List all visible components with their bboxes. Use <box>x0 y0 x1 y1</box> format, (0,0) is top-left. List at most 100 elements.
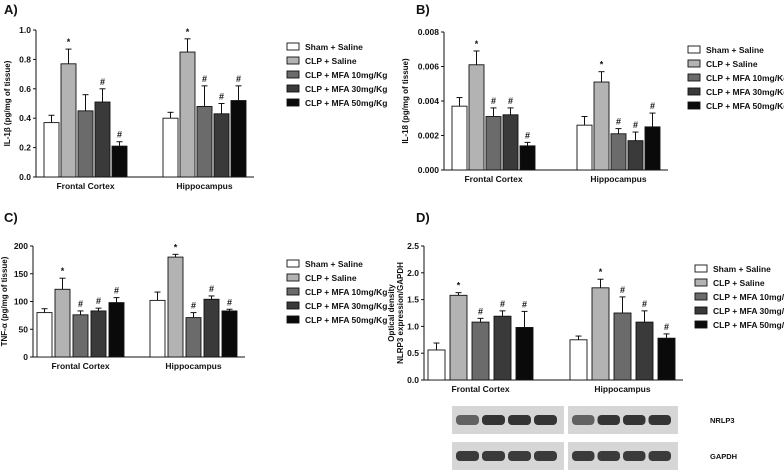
bar <box>644 126 661 171</box>
bar <box>493 315 512 381</box>
legend-label: Sham + Saline <box>305 259 363 269</box>
legend-label: Sham + Saline <box>713 264 771 274</box>
y-tick-label: 150 <box>14 269 28 279</box>
y-tick-label: 1.5 <box>407 295 419 305</box>
significance-mark: # <box>96 296 101 306</box>
blot-band <box>456 415 479 425</box>
legend-swatch <box>687 101 701 110</box>
bar <box>149 299 166 358</box>
bar <box>613 312 632 381</box>
significance-mark: # <box>491 96 496 106</box>
blot-band <box>482 451 505 461</box>
significance-mark: # <box>508 96 513 106</box>
significance-mark: # <box>500 299 505 309</box>
bar <box>635 321 654 381</box>
bar <box>203 298 220 358</box>
significance-mark: # <box>100 77 105 87</box>
legend-label: CLP + MFA 30mg/Kg <box>706 87 784 97</box>
category-label: Hippocampus <box>176 181 232 191</box>
western-blot: NRLP3 GAPDH <box>452 406 737 470</box>
legend-swatch <box>286 98 300 107</box>
significance-mark: # <box>620 285 625 295</box>
legend-swatch <box>286 301 300 310</box>
legend-swatch <box>687 45 701 54</box>
significance-mark: # <box>219 92 224 102</box>
chart-panel-2: B) 0.000 0.002 0.004 0.006 0.008 IL-18 (pg/mg … <box>401 2 784 184</box>
bar <box>593 81 610 171</box>
y-tick-label: 0.002 <box>418 131 440 141</box>
bar <box>627 140 644 171</box>
y-tick-label: 0.5 <box>407 348 419 358</box>
y-tick-label: 100 <box>14 297 28 307</box>
bar <box>230 100 247 178</box>
significance-mark: # <box>209 284 214 294</box>
bar <box>111 145 128 178</box>
bar <box>54 288 71 358</box>
y-tick-label: 0.006 <box>418 62 440 72</box>
blot-band <box>623 451 646 461</box>
y-tick-label: 0.8 <box>19 54 31 64</box>
bar <box>576 124 593 171</box>
significance-mark: # <box>117 130 122 140</box>
significance-mark: # <box>525 130 530 140</box>
blot-band <box>623 415 646 425</box>
blot-label: NRLP3 <box>710 416 735 425</box>
legend-swatch <box>286 273 300 282</box>
legend-swatch <box>286 42 300 51</box>
y-tick-label: 0.4 <box>19 113 31 123</box>
legend-label: Sham + Saline <box>305 42 363 52</box>
significance-mark: # <box>236 74 241 84</box>
legend-label: CLP + Saline <box>305 56 357 66</box>
legend-swatch <box>694 264 708 273</box>
y-tick-label: 0 <box>23 352 28 362</box>
bar <box>162 117 179 178</box>
blot-band <box>597 451 620 461</box>
legend-swatch <box>687 59 701 68</box>
bar <box>94 101 111 178</box>
significance-mark: * <box>174 242 178 252</box>
panel-letter: C) <box>4 210 18 225</box>
bar <box>451 105 468 171</box>
bar <box>167 256 184 358</box>
category-label: Frontal Cortex <box>464 174 522 184</box>
bar <box>610 133 627 171</box>
bar <box>77 110 94 178</box>
legend-label: CLP + MFA 50mg/Kg <box>305 98 387 108</box>
legend-swatch <box>694 278 708 287</box>
y-axis-label: NLRP3 expression/GAPDH <box>396 262 405 364</box>
chart-panel-1: A) 0.0 0.2 0.4 0.6 0.8 1.0 IL-1β (pg/mg of tiss… <box>3 2 387 191</box>
legend-label: CLP + MFA 10mg/Kg <box>305 287 387 297</box>
significance-mark: # <box>522 299 527 309</box>
bar <box>196 105 213 178</box>
y-tick-label: 1.0 <box>19 25 31 35</box>
legend-swatch <box>286 315 300 324</box>
significance-mark: # <box>664 322 669 332</box>
y-tick-label: 2.5 <box>407 241 419 251</box>
significance-mark: # <box>227 297 232 307</box>
y-tick-label: 1.0 <box>407 321 419 331</box>
legend: Sham + Saline CLP + Saline CLP + MFA 10mg/… <box>286 259 387 325</box>
y-tick-label: 200 <box>14 241 28 251</box>
significance-mark: # <box>114 286 119 296</box>
legend-swatch <box>694 320 708 329</box>
y-tick-label: 0.6 <box>19 84 31 94</box>
legend: Sham + Saline CLP + Saline CLP + MFA 10mg/… <box>694 264 784 330</box>
significance-mark: # <box>616 117 621 127</box>
legend-label: CLP + Saline <box>713 278 765 288</box>
blot-band <box>572 451 595 461</box>
legend-label: Sham + Saline <box>706 45 764 55</box>
blot-band <box>534 451 557 461</box>
bar <box>36 312 53 358</box>
y-tick-label: 0.0 <box>19 172 31 182</box>
legend-swatch <box>687 87 701 96</box>
bar <box>591 287 610 381</box>
significance-mark: * <box>457 281 461 291</box>
bar <box>471 321 490 381</box>
legend-label: CLP + MFA 50mg/Kg <box>706 101 784 111</box>
significance-mark: * <box>186 27 190 37</box>
blot-band <box>648 451 671 461</box>
legend-label: CLP + Saline <box>706 59 758 69</box>
category-label: Frontal Cortex <box>56 181 114 191</box>
bar <box>108 302 125 358</box>
legend-swatch <box>286 259 300 268</box>
